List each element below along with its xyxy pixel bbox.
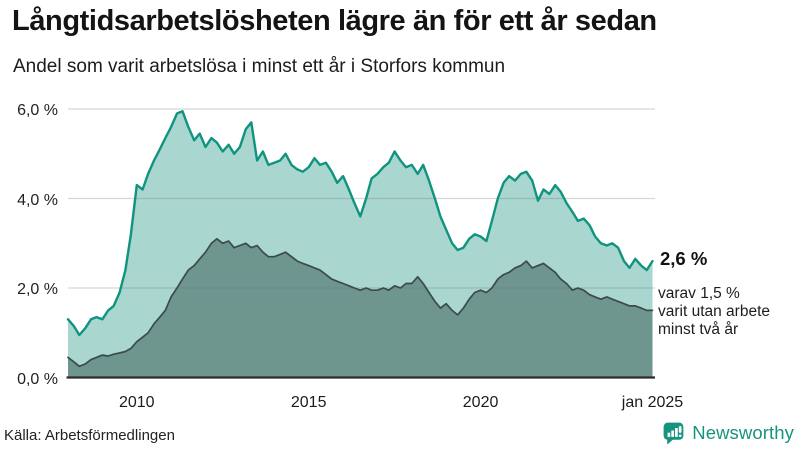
newsworthy-speech-bubble-barchart-icon	[663, 422, 684, 445]
latest-value-label: 2,6 %	[660, 248, 708, 269]
x-axis-tick-label: 2010	[118, 394, 155, 411]
y-axis-tick-label: 6,0 %	[17, 102, 58, 119]
x-axis-tick-label: 2015	[290, 394, 327, 411]
chart-title: Långtidsarbetslösheten lägre än för ett …	[12, 5, 657, 37]
secondary-series-annotation: varav 1,5 % varit utan arbete minst två …	[658, 285, 770, 339]
series-line	[67, 237, 654, 368]
annotation-line-1: varav 1,5 %	[658, 285, 740, 302]
newsworthy-logo-text: Newsworthy	[692, 421, 794, 443]
annotation-line-2: varit utan arbete	[658, 303, 771, 320]
source-label: Källa: Arbetsförmedlingen	[4, 427, 175, 444]
series-line	[66, 110, 654, 337]
y-axis-tick-label: 4,0 %	[17, 191, 58, 209]
x-axis-tick-label: jan 2025	[621, 394, 684, 411]
y-axis-tick-label: 0,0 %	[17, 370, 58, 388]
newsworthy-logo: Newsworthy	[661, 420, 794, 445]
annotation-line-3: minst två år	[658, 321, 739, 338]
chart-subtitle: Andel som varit arbetslösa i minst ett å…	[13, 56, 506, 77]
x-axis-tick-label: 2020	[462, 394, 499, 411]
y-axis-tick-label: 2,0 %	[17, 281, 58, 298]
